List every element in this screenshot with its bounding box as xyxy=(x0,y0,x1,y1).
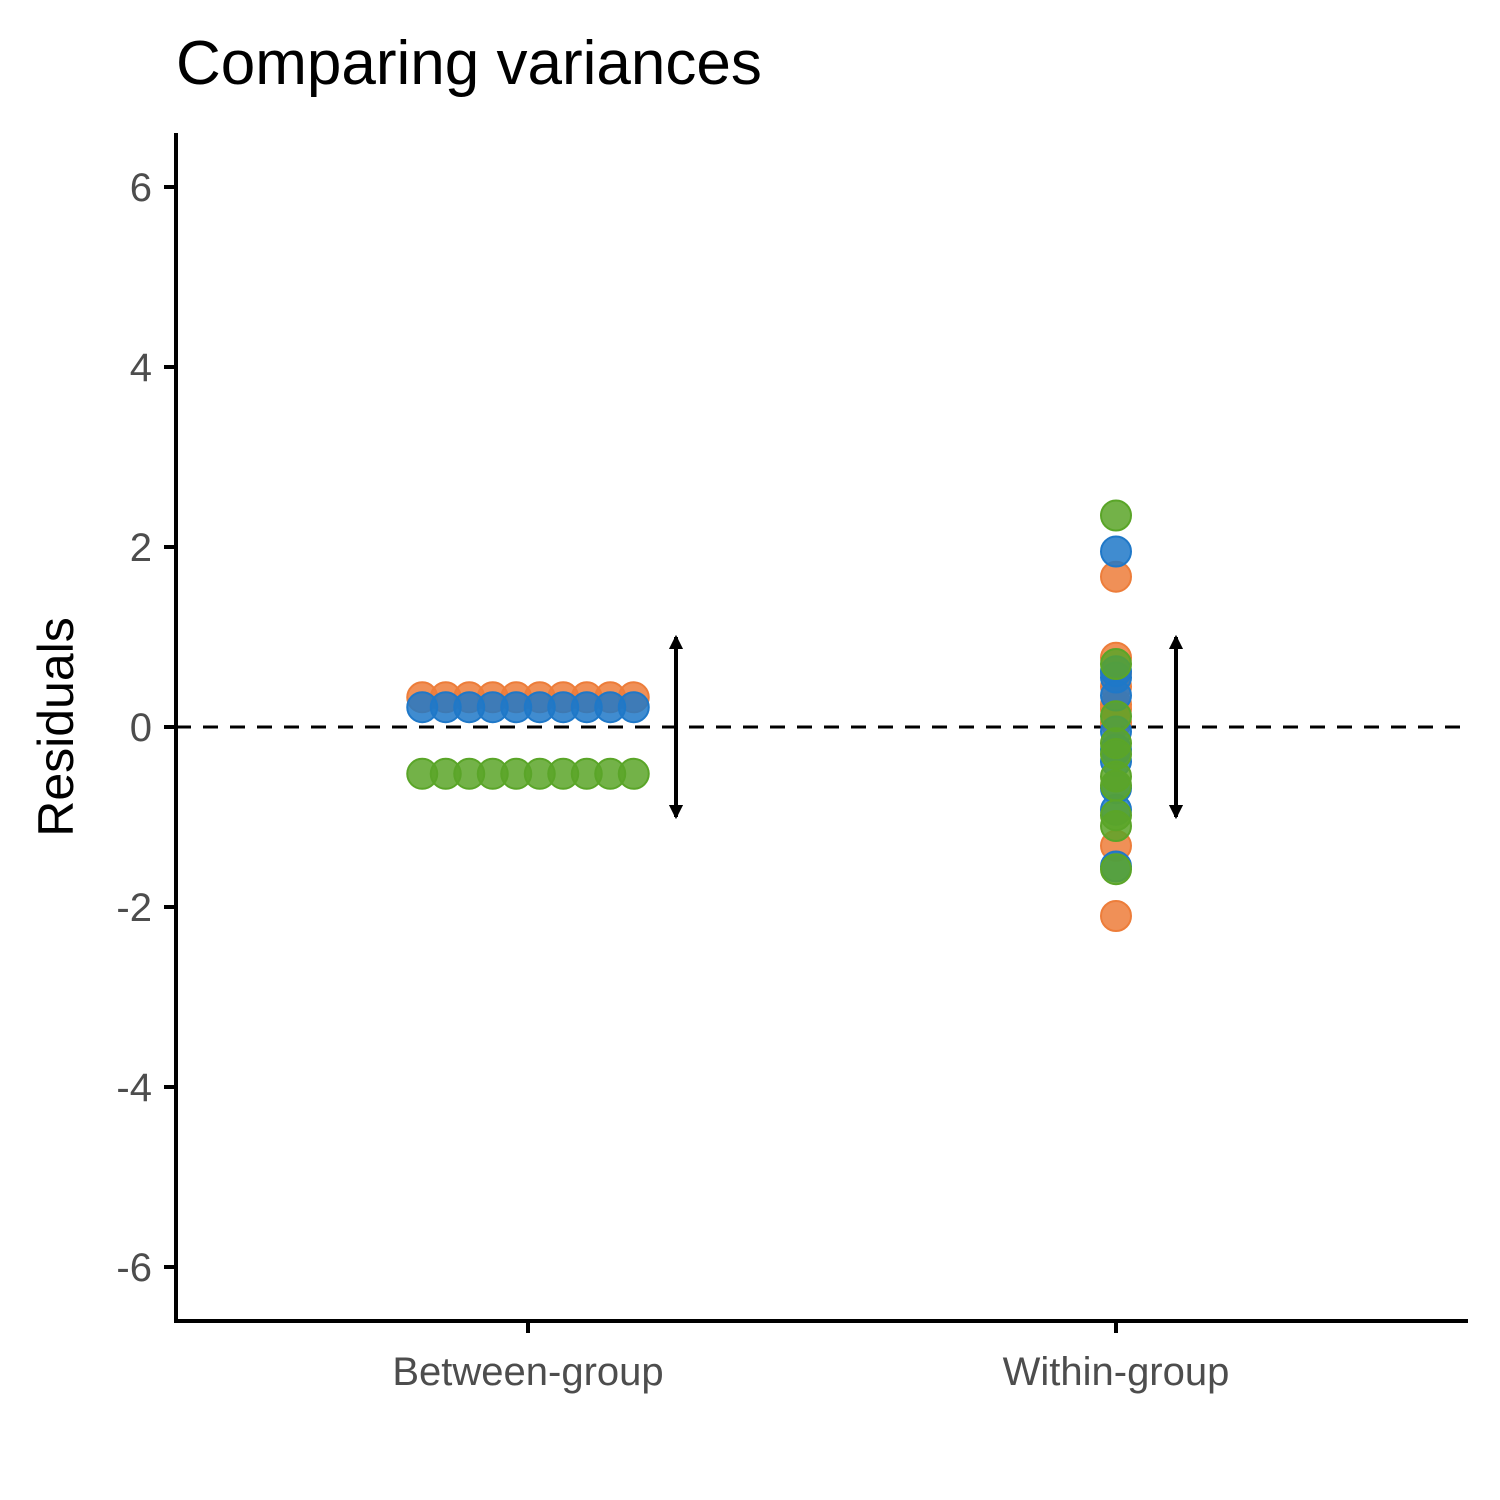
y-tick-label: 2 xyxy=(130,526,152,570)
data-point-green xyxy=(1100,769,1132,802)
y-tick-label: -6 xyxy=(116,1246,152,1290)
data-point-green xyxy=(1100,810,1132,842)
spread-arrows xyxy=(668,634,1184,820)
y-tick-labels: 6 4 2 0 -2 -4 -6 xyxy=(116,166,152,1290)
y-tick-label: -2 xyxy=(116,886,152,930)
data-point-orange xyxy=(1100,900,1132,932)
data-point-green xyxy=(617,757,650,790)
y-ticks xyxy=(164,185,176,1269)
data-point-blue xyxy=(617,691,650,724)
x-tick-label: Within-group xyxy=(1003,1350,1230,1394)
x-tick-labels: Between-group Within-group xyxy=(392,1350,1229,1394)
y-axis-label: Residuals xyxy=(28,617,84,837)
data-point-green xyxy=(1100,499,1132,532)
data-point-blue xyxy=(1100,535,1132,568)
chart-title: Comparing variances xyxy=(176,29,762,98)
data-point-green xyxy=(1100,853,1132,886)
y-tick-label: 6 xyxy=(130,166,152,210)
y-tick-label: 0 xyxy=(130,706,152,750)
points-layer xyxy=(406,499,1132,932)
x-tick-label: Between-group xyxy=(392,1350,663,1394)
y-tick-label: -4 xyxy=(116,1066,152,1110)
y-tick-label: 4 xyxy=(130,346,152,390)
data-point-green xyxy=(1100,700,1132,733)
data-point-green xyxy=(1100,648,1132,680)
